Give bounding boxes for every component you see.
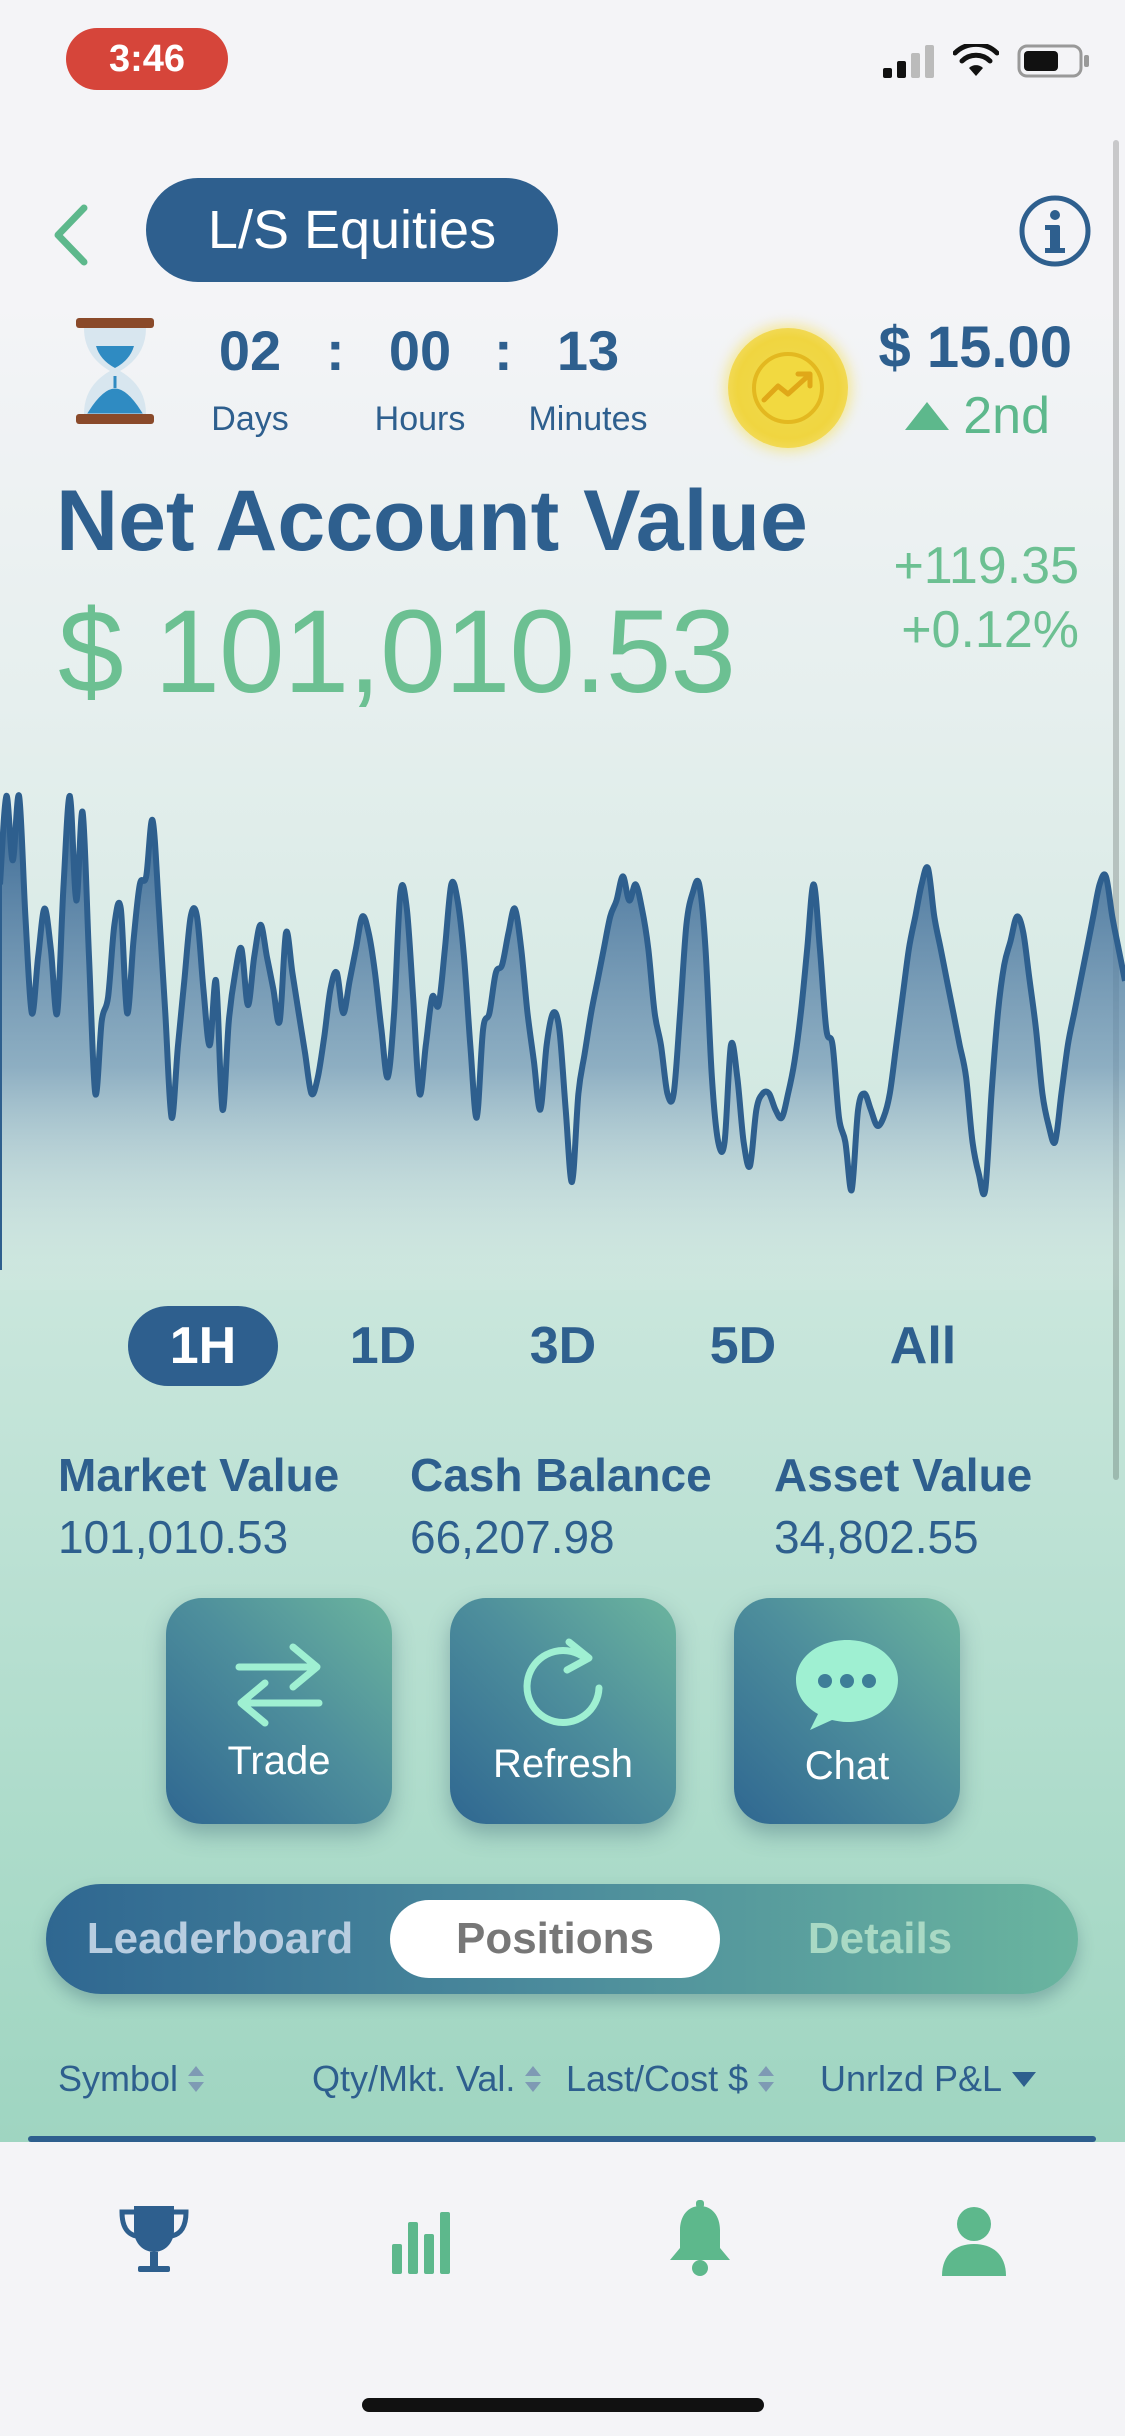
range-1h[interactable]: 1H <box>128 1306 278 1386</box>
chart-line <box>0 792 1125 1198</box>
market-value-label: Market Value <box>58 1449 340 1501</box>
countdown-minutes-label: Minutes <box>528 400 648 438</box>
cash-balance: 66,207.98 <box>410 1511 615 1563</box>
swap-arrows-icon <box>235 1643 323 1726</box>
range-3d[interactable]: 3D <box>529 1317 597 1375</box>
column-last-cost-label: Last/Cost $ <box>566 2058 749 2099</box>
account-value-chart[interactable] <box>0 770 1125 1290</box>
prize-amount: $ 15.00 <box>878 315 1072 380</box>
asset-value-label: Asset Value <box>774 1449 1033 1501</box>
page-title: L/S Equities <box>146 178 558 282</box>
trade-label: Trade <box>227 1738 331 1783</box>
bar-chart-icon[interactable] <box>384 2200 464 2280</box>
wifi-icon <box>953 44 999 76</box>
cash-balance-label: Cash Balance <box>410 1449 712 1501</box>
status-icons <box>883 44 1091 78</box>
tab-positions[interactable]: Positions <box>390 1900 720 1978</box>
countdown-days: 02 <box>218 319 282 382</box>
column-symbol-label: Symbol <box>58 2058 179 2099</box>
chart-area <box>0 795 1125 1290</box>
chat-label: Chat <box>804 1743 890 1788</box>
sort-icon <box>188 2066 205 2092</box>
chevron-left-icon[interactable] <box>46 200 96 270</box>
chat-bubble-icon <box>796 1639 898 1730</box>
countdown-hours-label: Hours <box>374 400 466 438</box>
sort-icon <box>525 2066 542 2092</box>
tab-leaderboard[interactable]: Leaderboard <box>86 1914 354 1963</box>
sort-desc-icon <box>1012 2072 1037 2087</box>
countdown-separator: : <box>494 319 513 382</box>
hourglass-icon <box>76 318 154 424</box>
rank-badge: 2nd <box>890 386 1050 446</box>
refresh-icon <box>523 1638 603 1726</box>
refresh-button[interactable]: Refresh <box>450 1598 676 1824</box>
range-5d[interactable]: 5D <box>709 1317 777 1375</box>
rank-value: 2nd <box>963 387 1050 445</box>
cell-signal-icon <box>883 45 934 78</box>
asset-value: 34,802.55 <box>774 1511 979 1563</box>
bottom-nav <box>0 2142 1125 2436</box>
countdown-days-label: Days <box>211 400 289 438</box>
countdown-hours: 00 <box>388 319 452 382</box>
column-pnl-label: Unrlzd P&L <box>820 2058 1003 2099</box>
column-qty[interactable]: Qty/Mkt. Val. <box>312 2058 543 2100</box>
column-pnl[interactable]: Unrlzd P&L <box>820 2058 1038 2100</box>
range-all[interactable]: All <box>889 1317 957 1375</box>
info-icon[interactable] <box>1018 194 1092 268</box>
status-time: 3:46 <box>66 28 228 90</box>
column-qty-label: Qty/Mkt. Val. <box>312 2058 516 2099</box>
change-percent: +0.12% <box>901 601 1079 659</box>
trend-coin-icon[interactable] <box>728 328 848 448</box>
trophy-icon[interactable] <box>114 2200 194 2280</box>
home-indicator[interactable] <box>362 2398 764 2412</box>
table-divider <box>28 2136 1096 2142</box>
scrollbar[interactable] <box>1113 140 1119 1480</box>
column-last-cost[interactable]: Last/Cost $ <box>566 2058 776 2100</box>
countdown-minutes: 13 <box>556 319 620 382</box>
countdown-separator: : <box>326 319 345 382</box>
range-1d[interactable]: 1D <box>349 1317 417 1375</box>
net-account-title: Net Account Value <box>56 473 808 569</box>
column-symbol[interactable]: Symbol <box>58 2058 206 2100</box>
refresh-label: Refresh <box>492 1741 634 1786</box>
battery-icon <box>1017 44 1089 78</box>
tab-details[interactable]: Details <box>807 1914 953 1963</box>
bell-icon[interactable] <box>660 2200 740 2280</box>
change-absolute: +119.35 <box>893 537 1079 595</box>
profile-icon[interactable] <box>934 2200 1014 2280</box>
market-value: 101,010.53 <box>58 1511 289 1563</box>
chat-button[interactable]: Chat <box>734 1598 960 1824</box>
trade-button[interactable]: Trade <box>166 1598 392 1824</box>
net-account-value: $ 101,010.53 <box>58 586 736 718</box>
rank-up-icon <box>905 402 950 430</box>
sort-icon <box>758 2066 775 2092</box>
